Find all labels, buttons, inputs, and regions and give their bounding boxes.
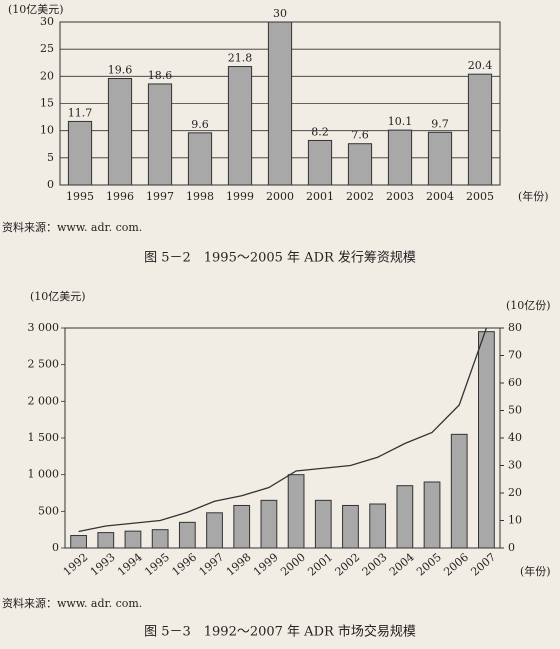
bar bbox=[260, 499, 278, 549]
y-axis-label: (10亿美元) bbox=[8, 3, 64, 16]
source: 资料来源：www. adr. com. bbox=[2, 596, 142, 610]
data-label: 9.7 bbox=[431, 117, 449, 130]
y-tick-label: 0 bbox=[52, 541, 59, 554]
x-tick-label: 2003 bbox=[386, 190, 414, 203]
x-tick-label: 2005 bbox=[466, 190, 494, 203]
x-tick-label: 2007 bbox=[468, 551, 498, 579]
x-tick-label: 2004 bbox=[387, 551, 417, 579]
y2-tick-label: 0 bbox=[508, 541, 515, 554]
caption: 图 5－3 1992～2007 年 ADR 市场交易规模 bbox=[144, 624, 416, 640]
bar bbox=[314, 499, 332, 549]
x-tick-label: 1996 bbox=[169, 551, 199, 579]
bar bbox=[124, 530, 142, 549]
x-tick-label: 1995 bbox=[142, 551, 172, 579]
y-tick-label: 2 500 bbox=[28, 358, 60, 371]
x-tick-label: 2001 bbox=[306, 190, 334, 203]
x-tick-label: 1999 bbox=[226, 190, 254, 203]
x-tick-label: 2005 bbox=[414, 551, 444, 579]
x-tick-label: 1996 bbox=[106, 190, 134, 203]
bar bbox=[450, 433, 468, 549]
data-label: 11.7 bbox=[68, 106, 93, 119]
y2-tick-label: 10 bbox=[508, 514, 522, 527]
x-tick-label: 1995 bbox=[66, 190, 94, 203]
x-axis-label: (年份) bbox=[520, 564, 551, 578]
x-tick-label: 1993 bbox=[88, 551, 118, 579]
bar bbox=[387, 129, 413, 186]
y-tick-label: 30 bbox=[40, 15, 54, 28]
y-tick-label: 1 000 bbox=[28, 468, 60, 481]
x-tick-label: 1992 bbox=[61, 551, 91, 579]
bar bbox=[227, 66, 253, 186]
data-label: 21.8 bbox=[228, 52, 253, 65]
data-label: 19.6 bbox=[108, 64, 133, 77]
bar bbox=[478, 331, 495, 549]
x-tick-label: 2000 bbox=[278, 551, 308, 579]
line bbox=[78, 327, 488, 533]
bar bbox=[206, 512, 223, 549]
bar bbox=[467, 73, 493, 186]
bar bbox=[97, 532, 115, 549]
data-label: 30 bbox=[273, 7, 287, 20]
data-label: 9.6 bbox=[191, 118, 209, 131]
x-tick-label: 1998 bbox=[224, 551, 254, 579]
bar bbox=[151, 529, 169, 549]
x-tick-label: 1999 bbox=[251, 551, 281, 579]
x-tick-label: 2003 bbox=[360, 551, 390, 579]
bar bbox=[187, 132, 213, 186]
data-label: 20.4 bbox=[468, 59, 493, 72]
y-tick-label: 25 bbox=[40, 42, 54, 55]
bar bbox=[287, 474, 305, 549]
bar bbox=[347, 143, 373, 186]
x-tick-label: 2000 bbox=[266, 190, 294, 203]
bar bbox=[147, 83, 173, 186]
bar bbox=[342, 504, 359, 549]
y-axis-label: (10亿美元) bbox=[30, 290, 86, 303]
source: 资料来源：www. adr. com. bbox=[2, 220, 142, 234]
y-tick-label: 2 000 bbox=[28, 394, 60, 407]
x-tick-label: 2004 bbox=[426, 190, 454, 203]
bar bbox=[267, 21, 293, 186]
data-label: 18.6 bbox=[148, 69, 173, 82]
y2-tick-label: 20 bbox=[508, 486, 522, 499]
y2-tick-label: 50 bbox=[508, 404, 522, 417]
x-tick-label: 2001 bbox=[305, 551, 335, 579]
x-tick-label: 1998 bbox=[186, 190, 214, 203]
y-tick-label: 20 bbox=[40, 69, 54, 82]
bar bbox=[423, 481, 441, 549]
y-tick-label: 0 bbox=[47, 178, 54, 191]
y2-tick-label: 60 bbox=[508, 376, 522, 389]
x-tick-label: 1997 bbox=[146, 190, 174, 203]
x-tick-label: 2002 bbox=[346, 190, 374, 203]
y-tick-label: 1 500 bbox=[28, 431, 60, 444]
y2-tick-label: 40 bbox=[508, 431, 522, 444]
bar bbox=[396, 485, 414, 549]
x-tick-label: 1994 bbox=[115, 551, 145, 579]
x-tick-label: 2002 bbox=[333, 551, 363, 579]
bar bbox=[107, 78, 133, 186]
data-label: 7.6 bbox=[351, 129, 369, 142]
x-axis-label: (年份) bbox=[518, 189, 549, 203]
bar bbox=[70, 535, 87, 549]
x-tick-label: 1997 bbox=[197, 551, 227, 579]
x-tick-label: 2006 bbox=[441, 551, 471, 579]
bar bbox=[233, 504, 251, 549]
y-tick-label: 3 000 bbox=[28, 321, 60, 334]
data-label: 8.2 bbox=[311, 125, 329, 138]
y-tick-label: 500 bbox=[38, 504, 59, 517]
bar bbox=[427, 131, 453, 186]
bar bbox=[307, 139, 333, 186]
data-label: 10.1 bbox=[388, 115, 413, 128]
caption: 图 5－2 1995～2005 年 ADR 发行筹资规模 bbox=[144, 250, 416, 266]
y2-tick-label: 30 bbox=[508, 459, 522, 472]
y2-tick-label: 70 bbox=[508, 349, 522, 362]
bar bbox=[178, 521, 196, 549]
y-tick-label: 10 bbox=[40, 124, 54, 137]
y-tick-label: 15 bbox=[40, 97, 54, 110]
bar bbox=[67, 120, 93, 186]
y-tick-label: 5 bbox=[47, 151, 54, 164]
bar bbox=[369, 503, 387, 549]
y2-tick-label: 80 bbox=[508, 321, 522, 334]
y2-axis-label: (10亿份) bbox=[506, 299, 551, 312]
